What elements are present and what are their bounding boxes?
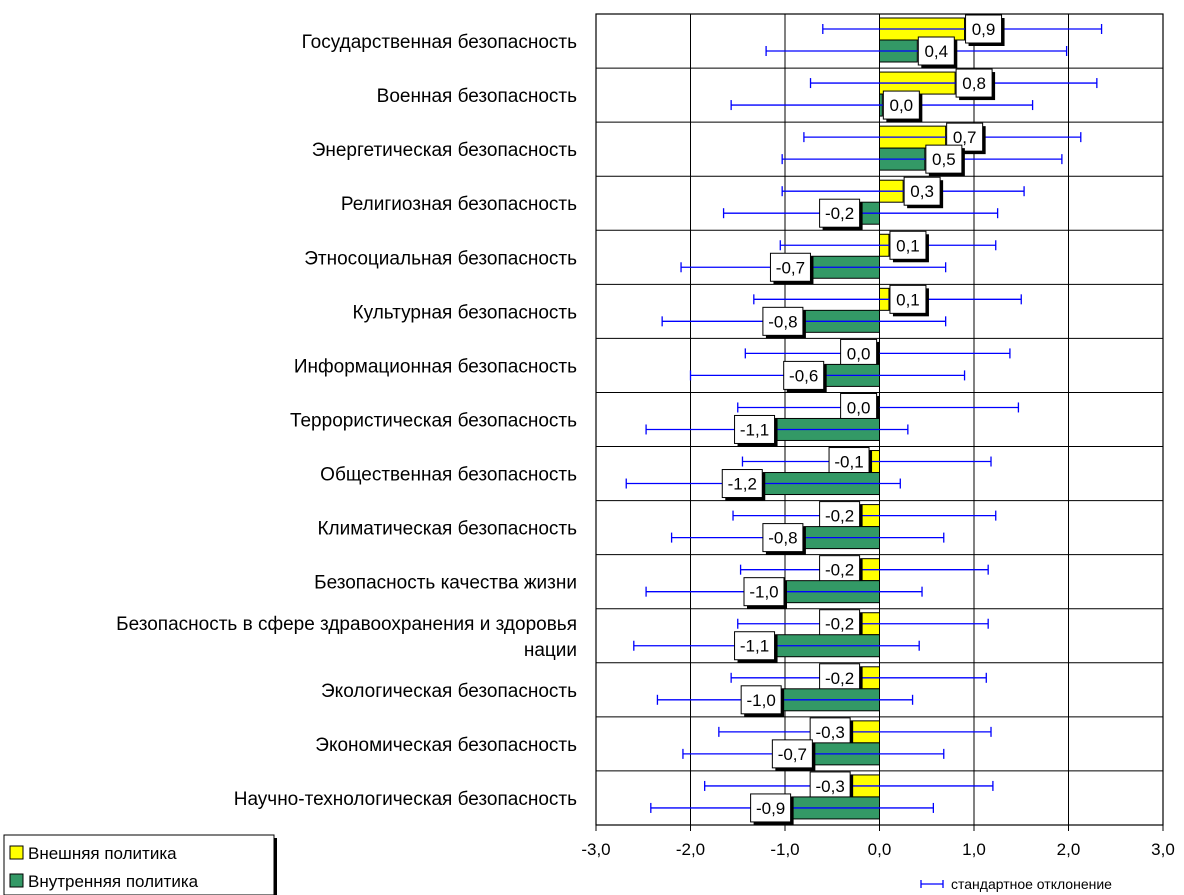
data-label: 0,5: [932, 150, 956, 169]
data-label-box: [828, 447, 870, 477]
data-label: -1,0: [749, 583, 778, 602]
category-label: Информационная безопасность: [294, 356, 577, 377]
category-label: Экологическая безопасность: [321, 681, 577, 702]
data-label: 0,7: [953, 128, 977, 147]
legend-swatch: [9, 845, 24, 860]
data-label: -1,1: [740, 637, 769, 656]
data-label: 0,0: [847, 344, 871, 363]
data-label: -0,2: [825, 561, 854, 580]
data-label-box: [769, 252, 811, 282]
data-label-box: [955, 68, 993, 98]
data-label: -0,8: [768, 529, 797, 548]
category-label: Климатическая безопасность: [317, 519, 577, 540]
category-label: Безопасность качества жизни: [314, 573, 577, 594]
data-label-box: [809, 717, 851, 747]
error-legend-label: стандартное отклонение: [951, 876, 1112, 892]
data-label-box: [840, 338, 878, 368]
data-label-box: [819, 501, 861, 531]
data-label-box: [734, 631, 776, 661]
data-label-box: [809, 771, 851, 801]
data-label-box: [734, 414, 776, 444]
legend-label: Внутренняя политика: [28, 872, 199, 891]
data-label: 0,4: [924, 42, 948, 61]
data-label: -0,2: [825, 507, 854, 526]
data-label-box: [740, 685, 782, 715]
category-label: нации: [524, 640, 577, 661]
data-label: -0,8: [768, 312, 797, 331]
data-label-box: [889, 284, 927, 314]
x-tick-label: -1,0: [770, 840, 799, 859]
data-label-box: [840, 392, 878, 422]
data-label: 0,1: [896, 236, 920, 255]
category-label: Общественная безопасность: [320, 465, 577, 486]
data-label: -0,2: [825, 669, 854, 688]
data-label: -0,7: [778, 745, 807, 764]
data-label-box: [762, 523, 804, 553]
data-label-box: [965, 14, 1003, 44]
data-label: -0,6: [789, 366, 818, 385]
data-label-box: [819, 663, 861, 693]
x-tick-label: 3,0: [1151, 840, 1175, 859]
data-label-box: [819, 555, 861, 585]
data-label: 0,0: [847, 398, 871, 417]
data-label-box: [889, 230, 927, 260]
data-label-box: [750, 793, 792, 823]
category-label: Государственная безопасность: [302, 32, 577, 53]
category-label: Этносоциальная безопасность: [304, 248, 577, 269]
x-tick-label: -2,0: [676, 840, 705, 859]
data-label: -0,3: [816, 723, 845, 742]
data-label: -0,3: [816, 777, 845, 796]
data-label: -1,0: [747, 691, 776, 710]
category-label: Религиозная безопасность: [341, 194, 577, 215]
data-label-box: [882, 90, 920, 120]
data-label-box: [819, 198, 861, 228]
data-label-box: [917, 36, 955, 66]
legend-swatch: [9, 873, 24, 888]
data-label-box: [762, 306, 804, 336]
legend-label: Внешняя политика: [28, 844, 177, 863]
category-label: Террористическая безопасность: [290, 411, 577, 432]
data-label: -0,1: [834, 453, 863, 472]
data-label-box: [721, 469, 763, 499]
data-label-box: [783, 360, 825, 390]
data-label-box: [903, 176, 941, 206]
data-label-box: [771, 739, 813, 769]
data-label: -0,7: [776, 258, 805, 277]
x-tick-label: 2,0: [1057, 840, 1081, 859]
legend-box: [3, 834, 275, 895]
data-label: 0,8: [962, 74, 986, 93]
data-label: 0,1: [896, 290, 920, 309]
category-label: Культурная безопасность: [353, 302, 578, 323]
data-label: -1,1: [740, 420, 769, 439]
category-label: Энергетическая безопасность: [312, 140, 577, 161]
data-label: -0,2: [825, 204, 854, 223]
data-label-box: [925, 144, 963, 174]
x-tick-label: -3,0: [581, 840, 610, 859]
data-label: -0,2: [825, 615, 854, 634]
category-label: Военная безопасность: [377, 86, 577, 107]
data-label: -0,9: [756, 799, 785, 818]
category-label: Научно-технологическая безопасность: [234, 789, 577, 810]
x-tick-label: 1,0: [962, 840, 986, 859]
data-label: 0,0: [890, 96, 914, 115]
category-label: Экономическая безопасность: [315, 735, 577, 756]
data-label: -1,2: [728, 475, 757, 494]
data-label-box: [743, 577, 785, 607]
category-label: Безопасность в сфере здравоохранения и з…: [116, 614, 577, 635]
x-tick-label: 0,0: [868, 840, 892, 859]
data-label: 0,3: [910, 182, 934, 201]
data-label: 0,9: [972, 20, 996, 39]
